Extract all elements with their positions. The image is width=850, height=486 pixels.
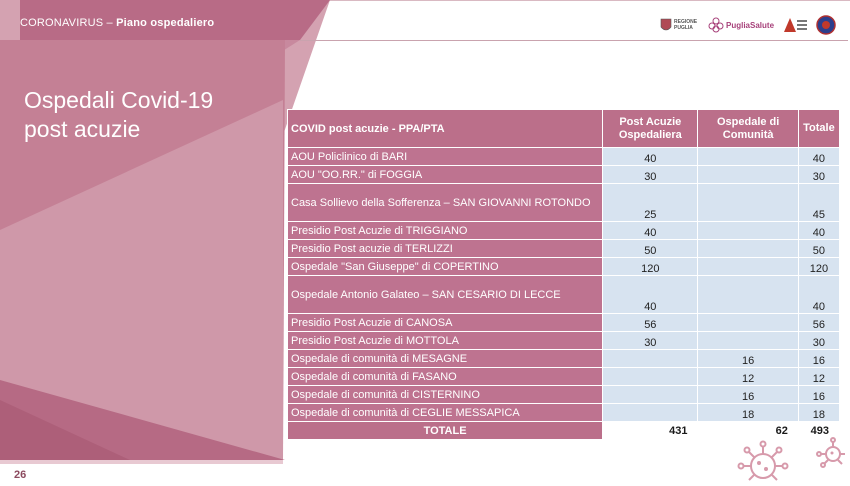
- row-name: Ospedale "San Giuseppe" di COPERTINO: [286, 257, 604, 276]
- total-post: 431: [602, 421, 699, 440]
- row-name: Presidio Post Acuzie di TRIGGIANO: [286, 221, 604, 240]
- row-tot: 45: [797, 183, 841, 222]
- table-row: Ospedale di comunità di MESAGNE 16 16: [286, 349, 841, 368]
- logo-bar: REGIONE PUGLIA PugliaSalute: [660, 12, 845, 38]
- table-row: Presidio Post Acuzie di MOTTOLA 30 30: [286, 331, 841, 350]
- row-post: 56: [602, 313, 699, 332]
- row-name: AOU "OO.RR." di FOGGIA: [286, 165, 604, 184]
- row-post: 40: [602, 275, 699, 314]
- header-totale: Totale: [797, 109, 841, 148]
- row-post: [602, 385, 699, 404]
- row-com: 16: [697, 385, 799, 404]
- row-name: Ospedale di comunità di MESAGNE: [286, 349, 604, 368]
- virus-decoration-icon: [737, 437, 845, 481]
- table-header-row: COVID post acuzie - PPA/PTA Post Acuzie …: [286, 109, 841, 148]
- slide-title: Ospedali Covid-19 post acuzie: [24, 86, 213, 144]
- slide-title-line1: Ospedali Covid-19: [24, 87, 214, 113]
- row-tot: 16: [797, 349, 841, 368]
- slide-title-line2: post acuzie: [24, 116, 141, 142]
- row-tot: 56: [797, 313, 841, 332]
- header-separator: –: [103, 17, 117, 29]
- row-tot: 18: [797, 403, 841, 422]
- row-name: AOU Policlinico di BARI: [286, 147, 604, 166]
- table-row: AOU "OO.RR." di FOGGIA 30 30: [286, 165, 841, 184]
- regione-puglia-logo: REGIONE PUGLIA: [660, 17, 700, 33]
- row-com: [697, 147, 799, 166]
- row-post: 120: [602, 257, 699, 276]
- row-tot: 50: [797, 239, 841, 258]
- table-row: Casa Sollievo della Sofferenza – SAN GIO…: [286, 183, 841, 222]
- page-number: 26: [14, 469, 27, 481]
- row-tot: 40: [797, 147, 841, 166]
- seal-logo: [816, 15, 836, 35]
- row-name: Ospedale di comunità di CISTERNINO: [286, 385, 604, 404]
- total-label: TOTALE: [286, 421, 604, 440]
- row-post: 30: [602, 165, 699, 184]
- row-name: Presidio Post Acuzie di MOTTOLA: [286, 331, 604, 350]
- row-post: 25: [602, 183, 699, 222]
- seal-icon: [816, 15, 836, 35]
- total-tot: 493: [797, 421, 841, 440]
- table-total-row: TOTALE 431 62 493: [286, 421, 841, 440]
- table-row: Ospedale di comunità di CEGLIE MESSAPICA…: [286, 403, 841, 422]
- header-rule: [300, 40, 848, 41]
- row-tot: 12: [797, 367, 841, 386]
- table-row: Ospedale Antonio Galateo – SAN CESARIO D…: [286, 275, 841, 314]
- header-section: CORONAVIRUS: [20, 17, 104, 29]
- row-com: [697, 239, 799, 258]
- row-name: Presidio Post acuzie di TERLIZZI: [286, 239, 604, 258]
- agency-icon: [784, 18, 808, 32]
- table-row: Ospedale di comunità di FASANO 12 12: [286, 367, 841, 386]
- header-name: COVID post acuzie - PPA/PTA: [286, 109, 604, 148]
- row-com: [697, 331, 799, 350]
- row-com: [697, 183, 799, 222]
- row-tot: 40: [797, 221, 841, 240]
- hospitals-table: COVID post acuzie - PPA/PTA Post Acuzie …: [286, 109, 841, 440]
- header-post-acuzie: Post Acuzie Ospedaliera: [602, 109, 699, 148]
- header-comunita: Ospedale di Comunità: [697, 109, 799, 148]
- crest-icon: [660, 18, 672, 31]
- row-name: Ospedale Antonio Galateo – SAN CESARIO D…: [286, 275, 604, 314]
- table-row: Ospedale "San Giuseppe" di COPERTINO 120…: [286, 257, 841, 276]
- agency-logo: [782, 16, 808, 34]
- row-tot: 120: [797, 257, 841, 276]
- row-post: [602, 403, 699, 422]
- row-post: 40: [602, 147, 699, 166]
- row-tot: 16: [797, 385, 841, 404]
- row-com: [697, 257, 799, 276]
- row-tot: 30: [797, 165, 841, 184]
- row-com: [697, 165, 799, 184]
- table-row: Presidio Post Acuzie di TRIGGIANO 40 40: [286, 221, 841, 240]
- table-row: Presidio Post acuzie di TERLIZZI 50 50: [286, 239, 841, 258]
- row-name: Presidio Post Acuzie di CANOSA: [286, 313, 604, 332]
- row-post: 50: [602, 239, 699, 258]
- table-row: Ospedale di comunità di CISTERNINO 16 16: [286, 385, 841, 404]
- row-tot: 30: [797, 331, 841, 350]
- row-post: 40: [602, 221, 699, 240]
- row-tot: 40: [797, 275, 841, 314]
- row-com: [697, 221, 799, 240]
- row-post: [602, 367, 699, 386]
- flower-icon: [708, 17, 724, 33]
- row-com: [697, 313, 799, 332]
- top-border: [0, 0, 850, 1]
- puglia-salute-text: PugliaSalute: [726, 20, 775, 30]
- row-com: 18: [697, 403, 799, 422]
- row-com: 12: [697, 367, 799, 386]
- total-com: 62: [697, 421, 799, 440]
- row-post: 30: [602, 331, 699, 350]
- row-name: Ospedale di comunità di FASANO: [286, 367, 604, 386]
- regione-logo-text: REGIONE PUGLIA: [674, 19, 698, 31]
- row-name: Casa Sollievo della Sofferenza – SAN GIO…: [286, 183, 604, 222]
- row-com: [697, 275, 799, 314]
- table-row: AOU Policlinico di BARI 40 40: [286, 147, 841, 166]
- row-com: 16: [697, 349, 799, 368]
- header-breadcrumb: CORONAVIRUS – Piano ospedaliero: [20, 17, 214, 29]
- row-name: Ospedale di comunità di CEGLIE MESSAPICA: [286, 403, 604, 422]
- puglia-salute-logo: PugliaSalute: [708, 17, 774, 33]
- table-row: Presidio Post Acuzie di CANOSA 56 56: [286, 313, 841, 332]
- header-subtitle: Piano ospedaliero: [116, 17, 215, 29]
- row-post: [602, 349, 699, 368]
